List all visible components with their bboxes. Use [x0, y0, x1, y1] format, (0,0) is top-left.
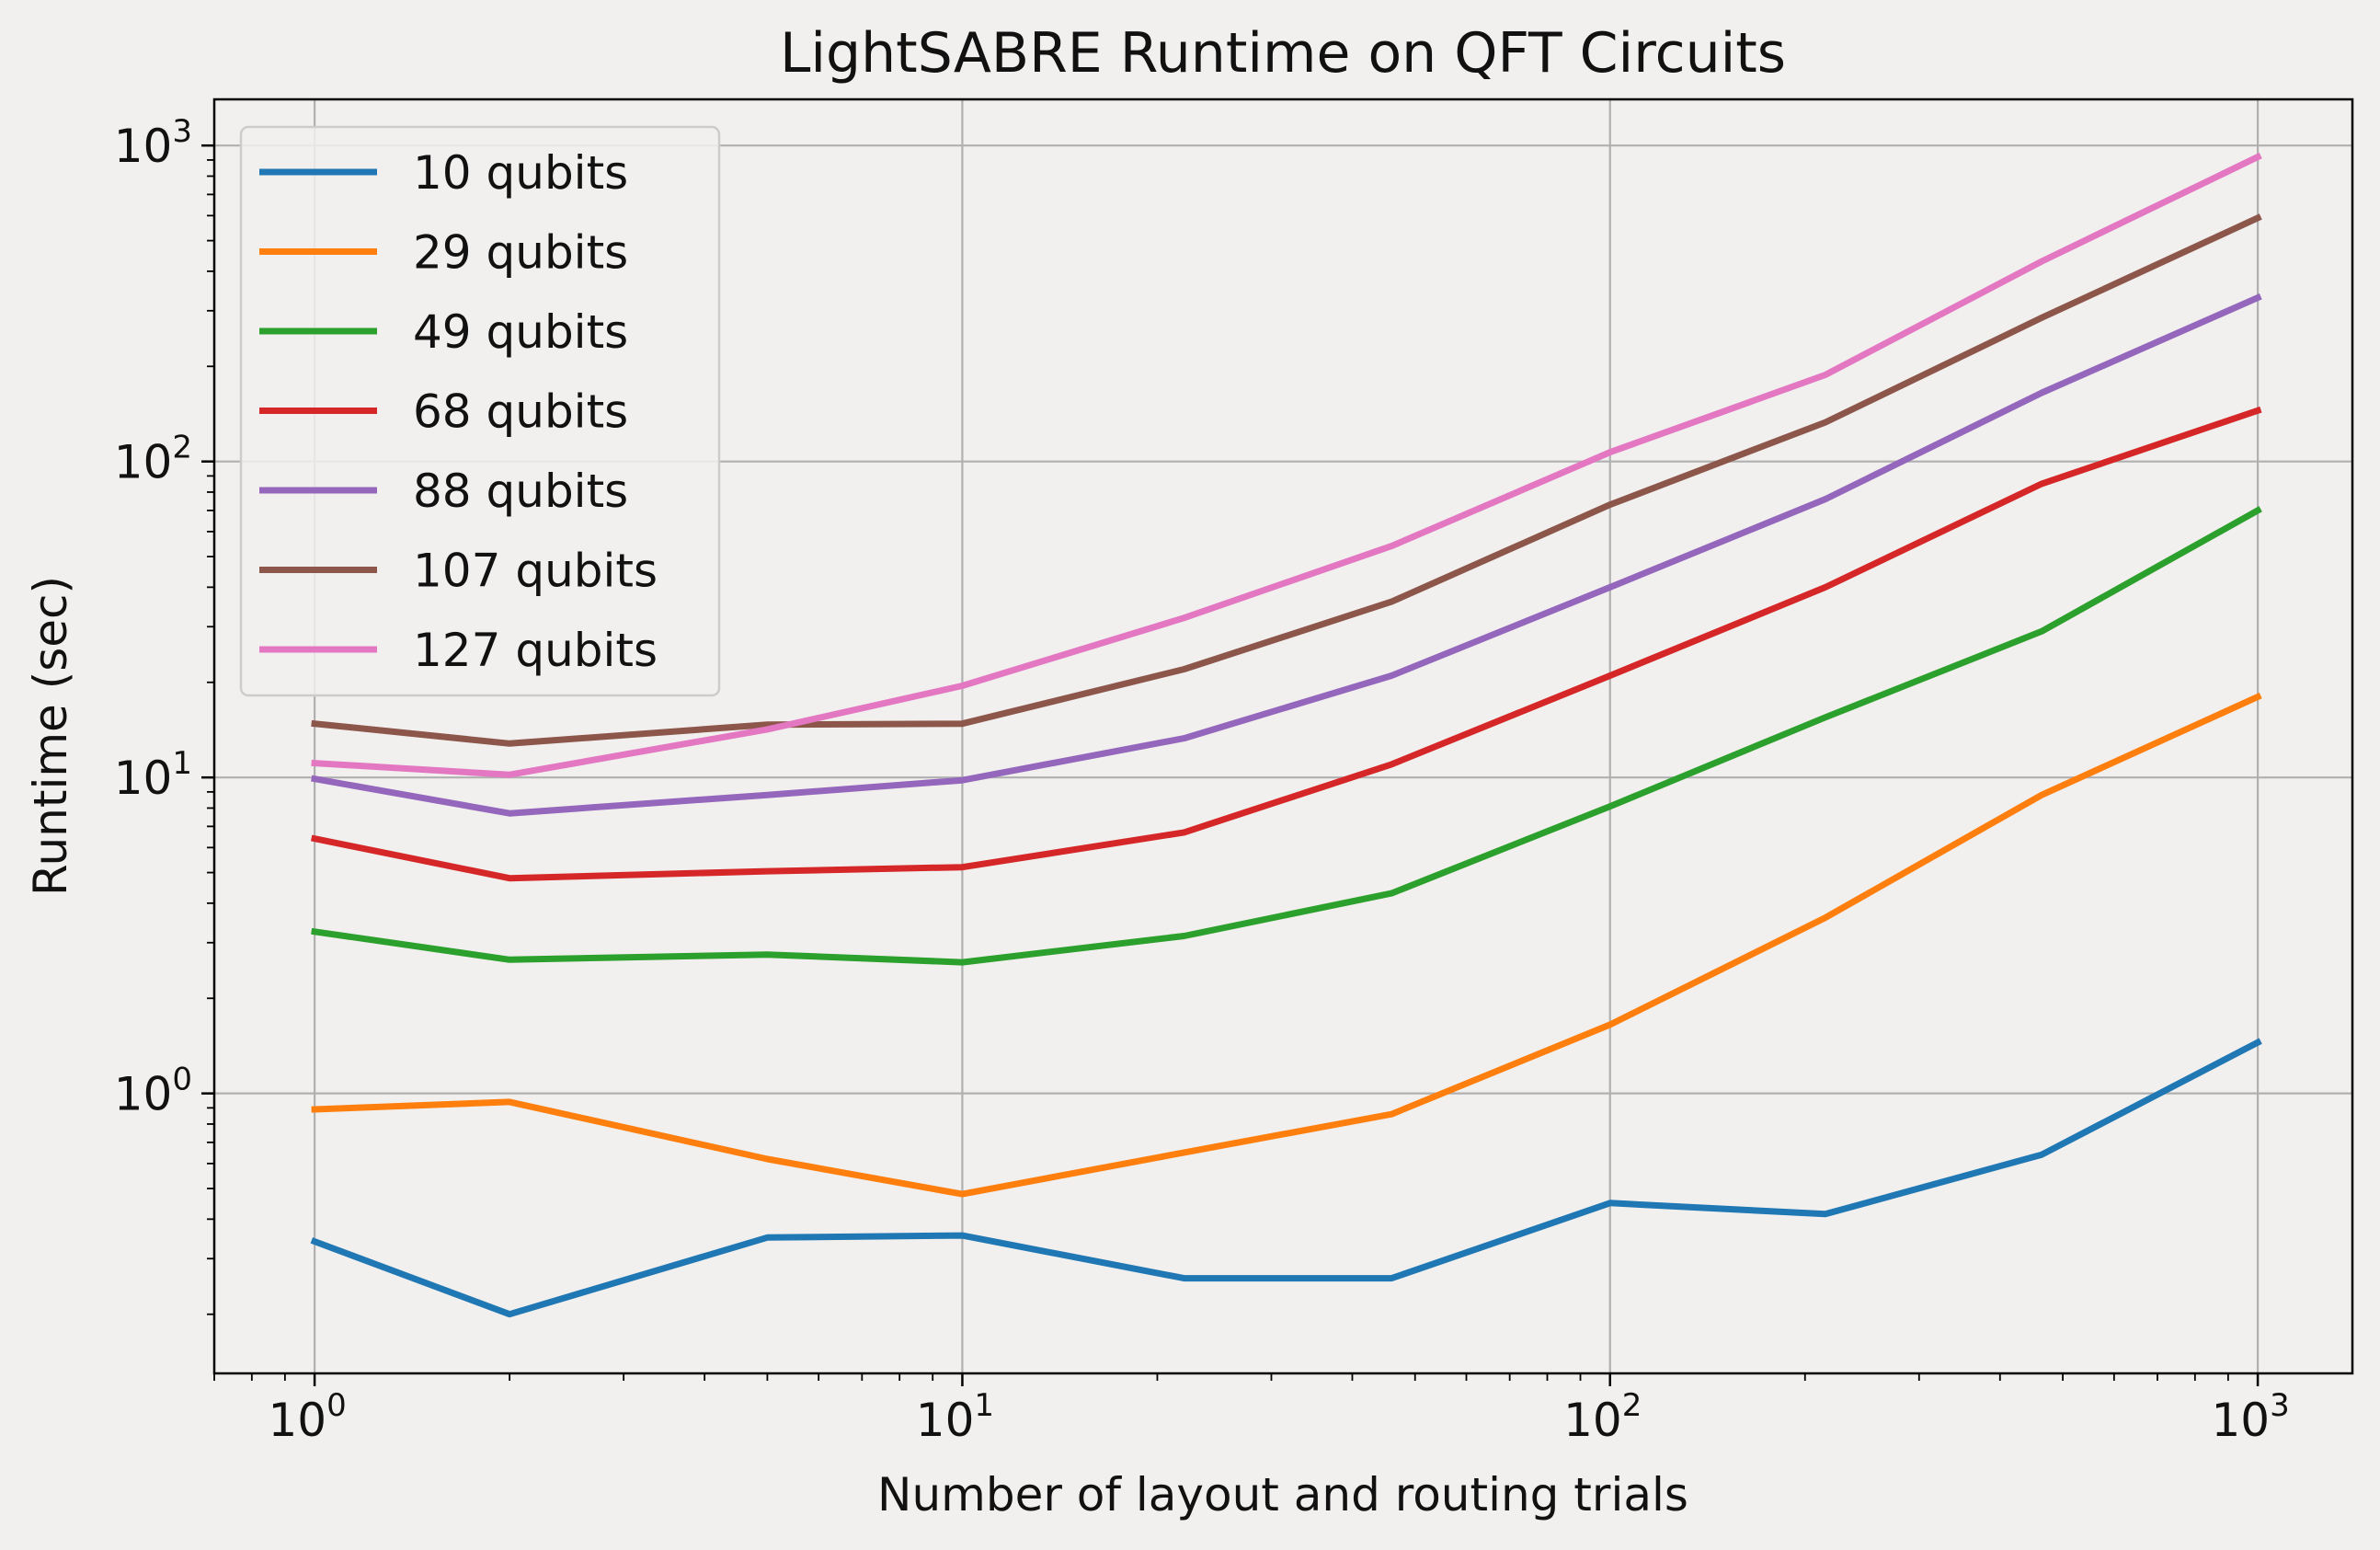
legend-label: 127 qubits	[413, 624, 658, 677]
y-tick-label: 100	[114, 1062, 192, 1121]
legend-label: 88 qubits	[413, 465, 628, 518]
series-lines	[310, 152, 2262, 1318]
series-line	[311, 692, 2262, 1198]
y-tick-label: 103	[114, 113, 192, 173]
minor-ticks	[207, 159, 2229, 1381]
x-tick-label: 101	[916, 1387, 994, 1447]
legend-label: 68 qubits	[413, 385, 628, 439]
y-tick-label: 102	[114, 430, 192, 489]
y-axis-ticks: 100 101 102 103	[114, 113, 214, 1121]
x-axis-label: Number of layout and routing trials	[877, 1468, 1688, 1521]
x-tick-label: 100	[268, 1387, 346, 1447]
x-axis-ticks: 100 101 102 103	[268, 1373, 2290, 1447]
series-line	[311, 506, 2262, 966]
x-tick-label: 102	[1563, 1387, 1642, 1447]
series-line	[310, 1038, 2262, 1318]
legend: 10 qubits 29 qubits 49 qubits 68 qubits 88 q…	[239, 125, 721, 697]
legend-box	[239, 125, 721, 697]
x-tick-label: 103	[2211, 1387, 2289, 1447]
legend-label: 107 qubits	[413, 545, 658, 598]
series-line	[311, 152, 2262, 778]
legend-label: 29 qubits	[413, 226, 628, 280]
plot-frame	[212, 98, 2354, 1375]
legend-label: 49 qubits	[413, 305, 628, 359]
y-axis-label: Runtime (sec)	[24, 576, 77, 896]
legend-label: 10 qubits	[413, 146, 628, 200]
chart-title: LightSABRE Runtime on QFT Circuits	[780, 21, 1786, 86]
series-line	[311, 293, 2262, 817]
series-line	[310, 406, 2262, 882]
y-tick-label: 101	[114, 745, 192, 805]
series-line	[311, 213, 2262, 747]
